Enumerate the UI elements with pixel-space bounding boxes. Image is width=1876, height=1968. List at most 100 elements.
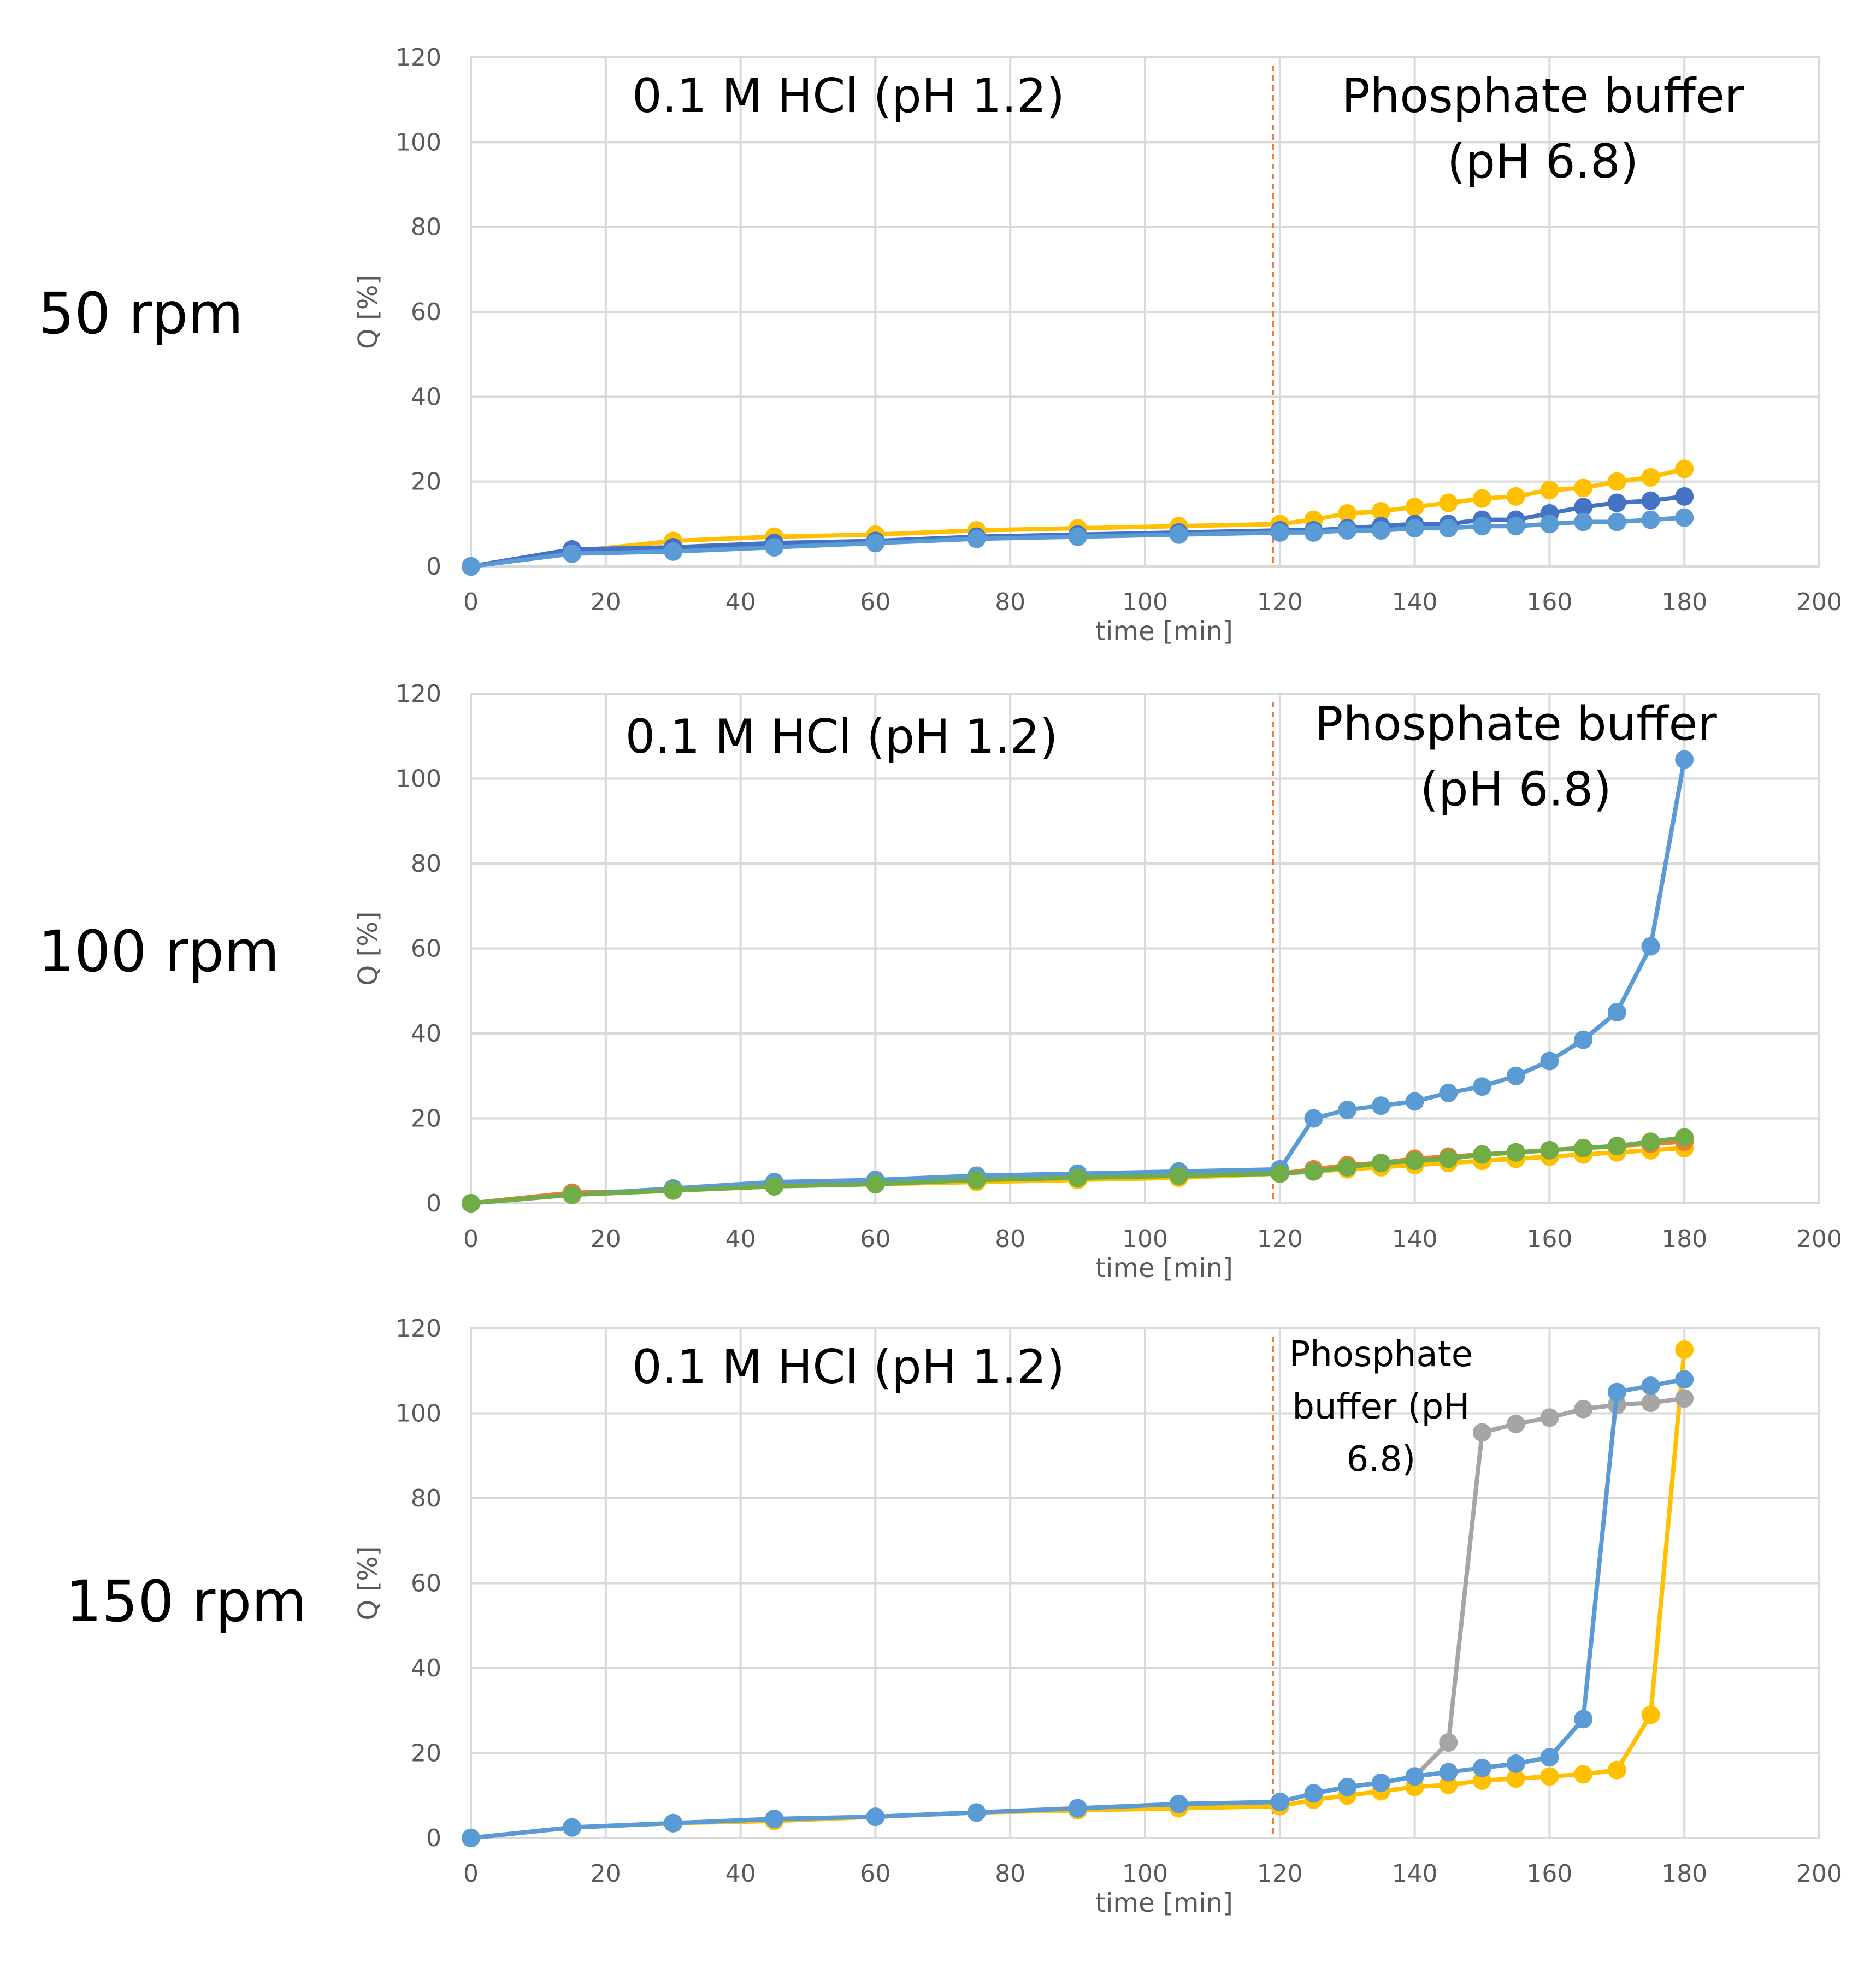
data-point [1574,1030,1593,1049]
data-point [1473,517,1491,536]
data-point [1371,1154,1390,1173]
data-point [1675,487,1694,506]
x-tick-label: 40 [725,1860,756,1888]
x-tick-label: 20 [591,588,621,616]
y-tick-label: 120 [396,1315,441,1343]
data-point [1675,1370,1694,1389]
annotation-text: Phosphate buffer [1315,697,1718,752]
y-tick-label: 120 [396,44,441,72]
data-point [765,1177,784,1196]
data-point [1371,502,1390,521]
data-point [1068,1168,1087,1187]
data-point [967,1803,986,1822]
data-point [1169,1166,1188,1185]
data-point [1270,1164,1289,1183]
data-point [563,1185,582,1204]
y-tick-label: 100 [396,765,441,793]
x-tick-label: 60 [860,588,890,616]
annotation-text: buffer (pH [1292,1387,1470,1427]
annotation-text: Phosphate buffer [1342,69,1744,123]
data-point [1405,1767,1424,1786]
x-tick-label: 140 [1392,588,1438,616]
x-tick-label: 140 [1392,1225,1438,1253]
data-point [1607,1760,1626,1780]
data-point [1439,1149,1458,1168]
data-point [1405,498,1424,517]
x-tick-label: 80 [995,1860,1025,1888]
data-point [1270,523,1289,542]
data-point [1473,1145,1491,1164]
data-point [664,1813,683,1833]
data-point [1439,1733,1458,1752]
x-tick-label: 120 [1257,588,1303,616]
data-point [1506,487,1525,506]
x-tick-label: 60 [860,1860,890,1888]
gridlines [470,1327,1820,1839]
y-tick-label: 40 [411,1020,441,1048]
x-tick-label: 80 [995,1225,1025,1253]
x-tick-label: 60 [860,1225,890,1253]
x-axis-title: time [min] [1095,1253,1233,1284]
data-point [1540,1140,1559,1160]
x-tick-label: 20 [591,1225,621,1253]
chart-panel-1: 50 rpm 0 20 40 60 80 100 120 0 20 40 60 80 100 120 140 1… [38,44,1842,647]
data-point [1641,491,1660,510]
x-tick-label: 40 [725,588,756,616]
data-point [1371,521,1390,540]
y-tick-label: 80 [411,214,441,241]
chart-panel-2: 100 rpm 0 20 40 60 80 100 120 0 20 40 60 80 100 120 140… [38,680,1842,1284]
data-point [1304,1162,1323,1181]
data-point [1439,519,1458,538]
data-point [1169,525,1188,544]
data-point [1607,1137,1626,1156]
data-point [1607,1003,1626,1022]
data-point [1607,512,1626,531]
data-point [1439,493,1458,512]
x-tick-label: 80 [995,588,1025,616]
data-point [1540,1408,1559,1427]
y-tick-label: 80 [411,850,441,878]
data-point [1641,468,1660,487]
data-point [1641,1393,1660,1413]
annotation-text: (pH 6.8) [1447,134,1638,189]
y-tick-label: 120 [396,680,441,708]
row-label: 150 rpm [66,1568,307,1635]
x-tick-label: 0 [463,1225,479,1253]
x-axis-title: time [min] [1095,616,1233,647]
data-point [1574,478,1593,498]
data-point [1574,1138,1593,1157]
x-tick-label: 0 [463,588,479,616]
y-tick-label: 20 [411,1740,441,1768]
data-point [1371,1773,1390,1792]
y-axis-title: Q [%] [353,275,384,349]
data-point [1506,1066,1525,1085]
annotation-text: (pH 6.8) [1420,763,1611,817]
series-light-blue-line [470,759,1687,1205]
data-point [664,542,683,561]
y-tick-label: 60 [411,1570,441,1598]
y-axis-title: Q [%] [353,1546,384,1620]
x-tick-label: 160 [1526,1860,1572,1888]
data-point [1068,1799,1087,1818]
y-tick-label: 80 [411,1485,441,1512]
annotation-text: 0.1 M HCl (pH 1.2) [626,710,1058,764]
data-point [1641,1376,1660,1395]
x-tick-label: 180 [1661,1860,1707,1888]
data-point [866,1807,885,1827]
data-point [1304,523,1323,542]
data-point [765,1810,784,1829]
data-point [1574,512,1593,531]
data-point [1607,493,1626,512]
data-point [866,534,885,553]
data-point [1405,1092,1424,1111]
data-point [1540,1767,1559,1786]
data-point [1574,1765,1593,1784]
series-green [462,1128,1694,1213]
plot-frame [470,1327,1820,1839]
data-point [866,1175,885,1194]
x-tick-label: 100 [1122,1225,1168,1253]
data-point [462,557,480,576]
data-point [1641,1705,1660,1724]
series-light-blue [462,508,1694,576]
data-point [1439,1083,1458,1102]
